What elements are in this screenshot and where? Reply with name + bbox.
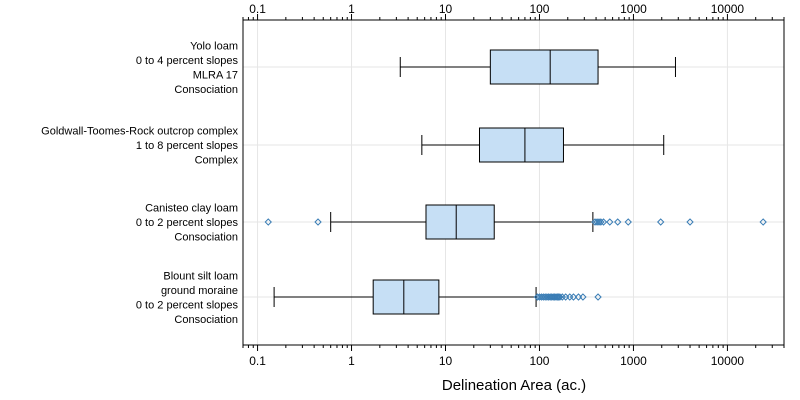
x-tick-label-top: 100 — [529, 2, 549, 16]
x-tick-label-bottom: 10 — [439, 354, 453, 368]
outlier-point — [543, 293, 551, 301]
outlier-point — [579, 293, 587, 301]
plot-frame — [242, 19, 785, 346]
outlier-point — [264, 218, 272, 226]
category-labels: Yolo loam 0 to 4 percent slopes MLRA 17 Con… — [41, 40, 238, 326]
iqr-box — [478, 127, 564, 163]
outlier-point — [614, 218, 622, 226]
outlier-point — [594, 293, 602, 301]
category-label-line: Yolo loam — [190, 40, 238, 52]
x-tick-label-bottom: 1 — [348, 354, 355, 368]
category-label-line: ground moraine — [161, 285, 238, 297]
outlier-point — [569, 293, 578, 301]
iqr-box — [425, 204, 495, 240]
outlier-point — [314, 218, 322, 226]
outlier-point — [599, 218, 608, 226]
outlier-point — [686, 218, 694, 226]
outlier-point — [624, 218, 632, 226]
outlier-group — [264, 218, 767, 301]
category-label-line: Consociation — [174, 314, 238, 326]
box-group — [273, 49, 676, 315]
x-axis-title: Delineation Area (ac.) — [442, 377, 586, 394]
x-tick-label-top: 10 — [439, 2, 453, 16]
category-label-line: 0 to 2 percent slopes — [136, 217, 239, 229]
iqr-box — [489, 49, 599, 85]
category-label-line: Canisteo clay loam — [145, 203, 238, 215]
category-label-line: 0 to 4 percent slopes — [136, 55, 239, 67]
category-label-line: 0 to 2 percent slopes — [136, 299, 239, 311]
iqr-box — [372, 279, 440, 315]
outlier-point — [556, 293, 564, 301]
category-label-line: Consociation — [174, 232, 238, 244]
x-tick-label-bottom: 10000 — [711, 354, 745, 368]
outlier-point — [656, 218, 665, 226]
x-tick-label-top: 10000 — [711, 2, 745, 16]
category-label-line: Consociation — [174, 84, 238, 96]
x-tick-label-bottom: 0.1 — [249, 354, 266, 368]
x-tick-label-bottom: 100 — [529, 354, 549, 368]
x-tick-label-top: 0.1 — [249, 2, 266, 16]
category-label-line: Goldwall-Toomes-Rock outcrop complex — [41, 126, 238, 138]
x-tick-label-bottom: 1000 — [620, 354, 647, 368]
outlier-point — [553, 293, 562, 301]
category-label-line: Complex — [195, 155, 239, 167]
axis-ticks: 0.1 0.1 1 1 10 10 100 100 1000 1000 10000 10000 — [242, 2, 785, 368]
category-label-line: Blount silt loam — [163, 270, 238, 282]
category-label-line: 1 to 8 percent slopes — [136, 140, 239, 152]
outlier-point — [597, 218, 605, 226]
x-tick-label-top: 1000 — [620, 2, 647, 16]
outlier-point — [759, 218, 767, 226]
outlier-point — [606, 218, 614, 226]
x-tick-label-top: 1 — [348, 2, 355, 16]
category-label-line: MLRA 17 — [193, 69, 238, 81]
